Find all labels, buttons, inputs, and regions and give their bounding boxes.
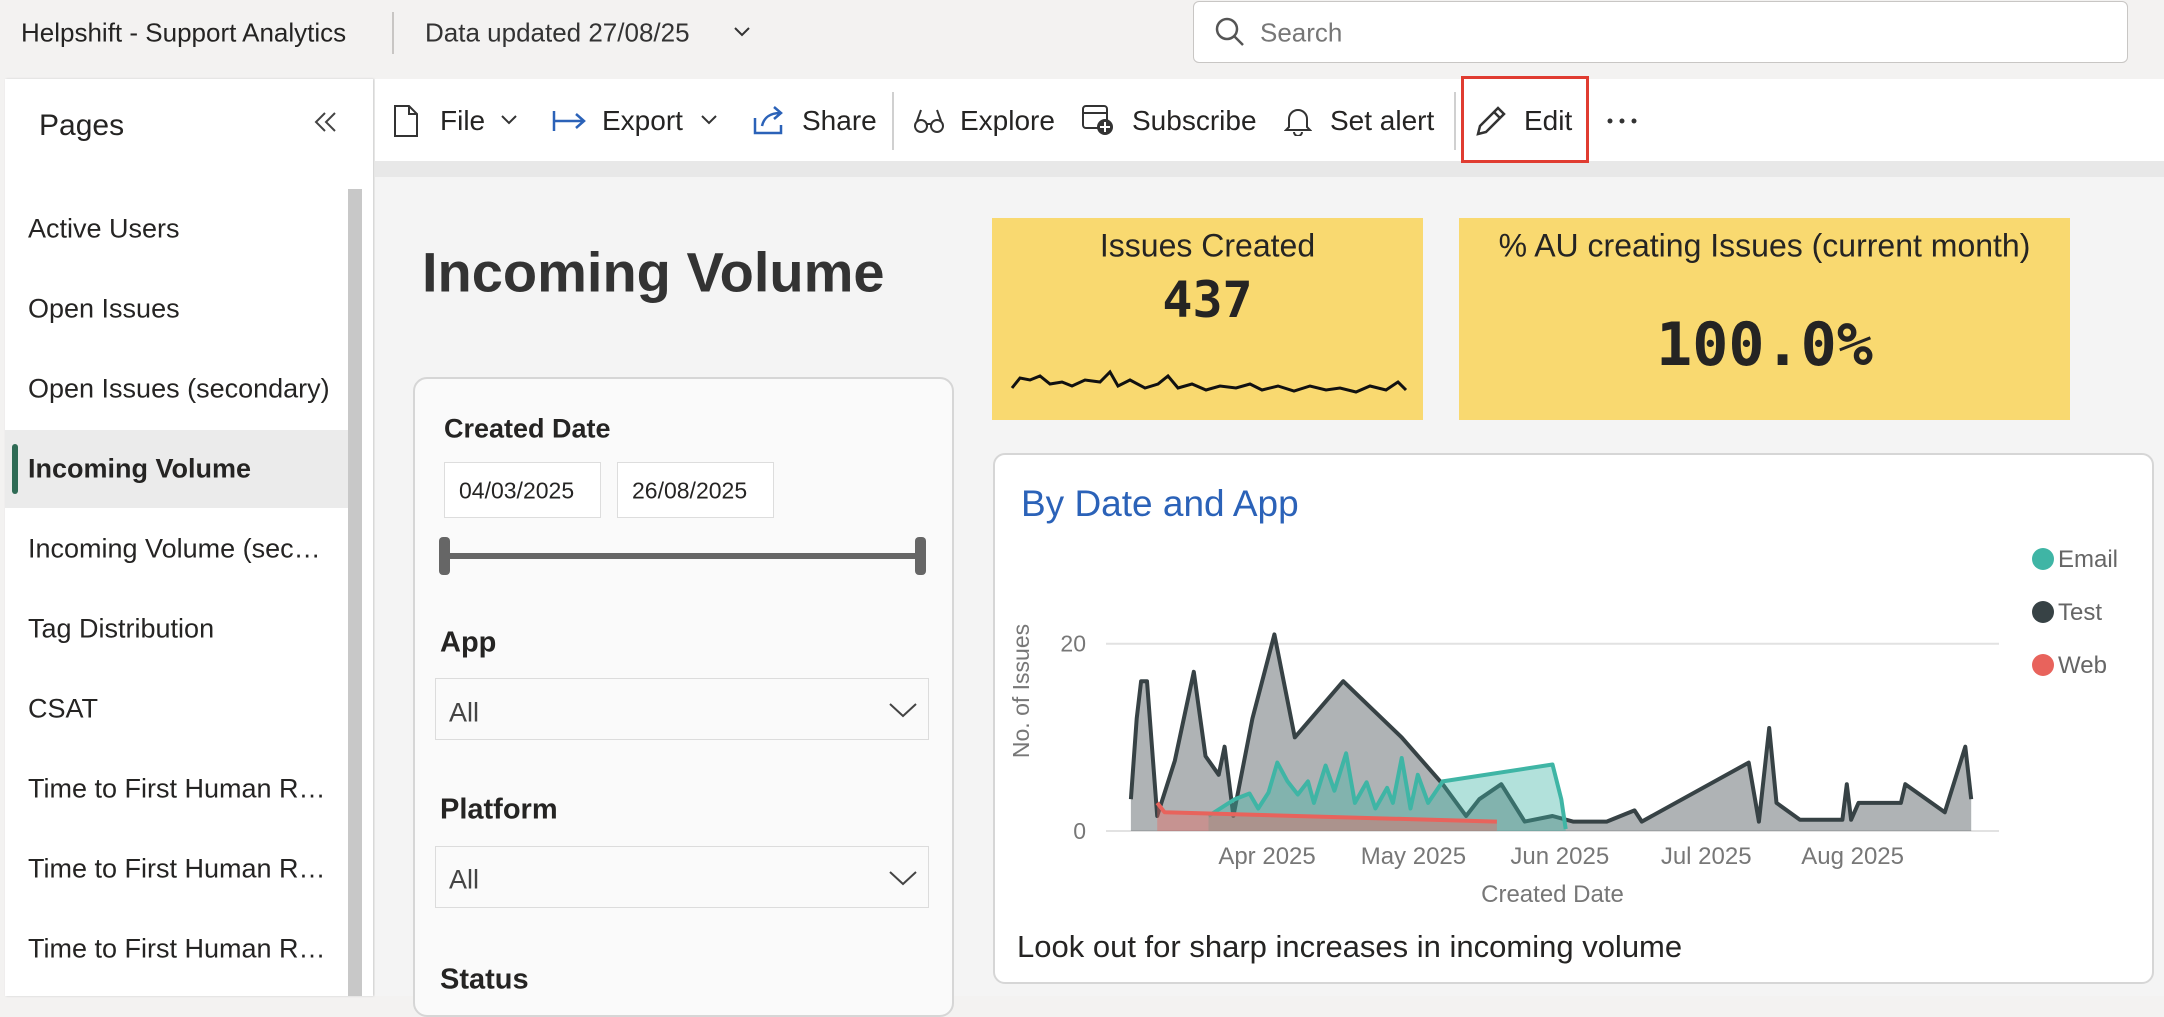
dropdown-value: All [449, 864, 480, 895]
export-icon [552, 111, 586, 131]
divider [392, 12, 394, 54]
file-button[interactable]: File [440, 105, 486, 136]
legend-label: Web [2058, 652, 2107, 679]
search-box[interactable]: Search [1193, 1, 2128, 63]
share-icon [753, 106, 783, 135]
page-link[interactable]: Time to First Human R… [28, 773, 326, 804]
x-axis-label: Created Date [1481, 881, 1624, 908]
toolbar-shadow [375, 161, 2164, 177]
set-alert-button[interactable]: Set alert [1330, 105, 1435, 136]
kpi-title: % AU creating Issues (current month) [1498, 227, 2031, 264]
divider [892, 92, 894, 150]
slider-handle[interactable] [915, 537, 926, 575]
chart-title: By Date and App [1021, 483, 1299, 524]
subscribe-button[interactable]: Subscribe [1132, 105, 1257, 136]
y-axis-label: No. of Issues [1008, 624, 1034, 758]
edit-icon [1476, 106, 1506, 136]
end-date[interactable]: 26/08/2025 [617, 462, 774, 518]
legend-label: Email [2058, 546, 2118, 573]
report-title: Incoming Volume [422, 240, 885, 304]
sparkline [1010, 369, 1408, 394]
subscribe-icon [1082, 105, 1113, 135]
page-link[interactable]: Time to First Human R… [28, 933, 326, 964]
chevron [734, 27, 750, 37]
page-link[interactable]: Incoming Volume [28, 453, 252, 484]
chevron [701, 115, 717, 125]
kpi-title: Issues Created [1099, 227, 1316, 264]
legend-swatch [2032, 654, 2054, 676]
legend-swatch [2032, 601, 2054, 623]
explore-button[interactable]: Explore [960, 105, 1055, 136]
x-tick-label: May 2025 [1361, 843, 1466, 870]
selected-indicator [12, 444, 18, 494]
kpi-value: 100.0% [1656, 310, 1873, 380]
kpi-card: % AU creating Issues (current month) 100… [1459, 218, 2070, 420]
collapse-button[interactable] [313, 109, 339, 135]
top-bar: Helpshift - Support Analytics Data updat… [0, 0, 2164, 79]
toolbar [375, 79, 2164, 161]
start-date[interactable]: 04/03/2025 [444, 462, 601, 518]
edit-highlight [1461, 76, 1589, 163]
x-tick-label: Aug 2025 [1801, 843, 1904, 870]
search-placeholder: Search [1260, 17, 1343, 48]
line [1155, 801, 1497, 824]
filter-label: App [440, 626, 497, 659]
alert-icon [1284, 109, 1312, 136]
page-link[interactable]: Open Issues (secondary) [28, 373, 330, 404]
export-button[interactable]: Export [602, 105, 683, 136]
chart-card: By Date and App No. of Issues Created Date… [993, 453, 2154, 984]
filter-label: Platform [440, 793, 558, 826]
page-link[interactable]: Open Issues [28, 293, 180, 324]
app-dropdown[interactable]: All [435, 678, 929, 740]
app-title: Helpshift - Support Analytics [21, 17, 347, 48]
footnote: Look out for sharp increases in incoming… [1017, 929, 1682, 964]
pages-pane: Pages Active Users Open Issues Open Issues… [5, 79, 373, 996]
start-date-text: 04/03/2025 [459, 477, 575, 504]
explore-icon [914, 109, 944, 133]
page-link[interactable]: CSAT [28, 693, 99, 724]
more-button[interactable] [1606, 116, 1640, 126]
y-tick-label: 20 [1060, 631, 1086, 657]
filter-label: Status [440, 963, 529, 996]
legend-swatch [2032, 548, 2054, 570]
platform-dropdown[interactable]: All [435, 846, 929, 908]
kpi-card: Issues Created 437 [992, 218, 1423, 420]
kpi-value: 437 [1162, 271, 1253, 329]
page-link[interactable]: Tag Distribution [28, 613, 215, 644]
x-tick-label: Jun 2025 [1510, 843, 1609, 870]
page-link[interactable]: Incoming Volume (sec… [28, 533, 321, 564]
page-link[interactable]: Time to First Human R… [28, 853, 326, 884]
chevron [889, 871, 917, 886]
line [1128, 632, 1974, 824]
dropdown-value: All [449, 697, 480, 728]
page-link[interactable]: Active Users [28, 213, 180, 244]
edit-button[interactable]: Edit [1524, 105, 1573, 136]
end-date-text: 26/08/2025 [632, 477, 748, 504]
chevron [889, 703, 917, 718]
x-tick-label: Jul 2025 [1661, 843, 1752, 870]
selected-page-bg [5, 430, 348, 508]
chart: By Date and App No. of Issues Created Date… [1008, 483, 2118, 964]
slider-handle[interactable] [439, 537, 450, 575]
file-icon [394, 105, 418, 137]
legend-label: Test [2058, 599, 2102, 626]
scrollbar[interactable] [348, 189, 362, 996]
pages-title: Pages [39, 109, 125, 142]
filter-label: Created Date [444, 413, 611, 444]
date-slider[interactable] [444, 553, 921, 559]
line [1207, 751, 1568, 830]
chevron [501, 115, 517, 125]
area [1130, 634, 1972, 831]
y-tick-label: 0 [1073, 818, 1086, 844]
divider [1454, 92, 1456, 150]
share-button[interactable]: Share [802, 105, 877, 136]
data-updated[interactable]: Data updated 27/08/25 [425, 17, 690, 48]
search-icon [1215, 17, 1244, 46]
x-tick-label: Apr 2025 [1218, 843, 1315, 870]
